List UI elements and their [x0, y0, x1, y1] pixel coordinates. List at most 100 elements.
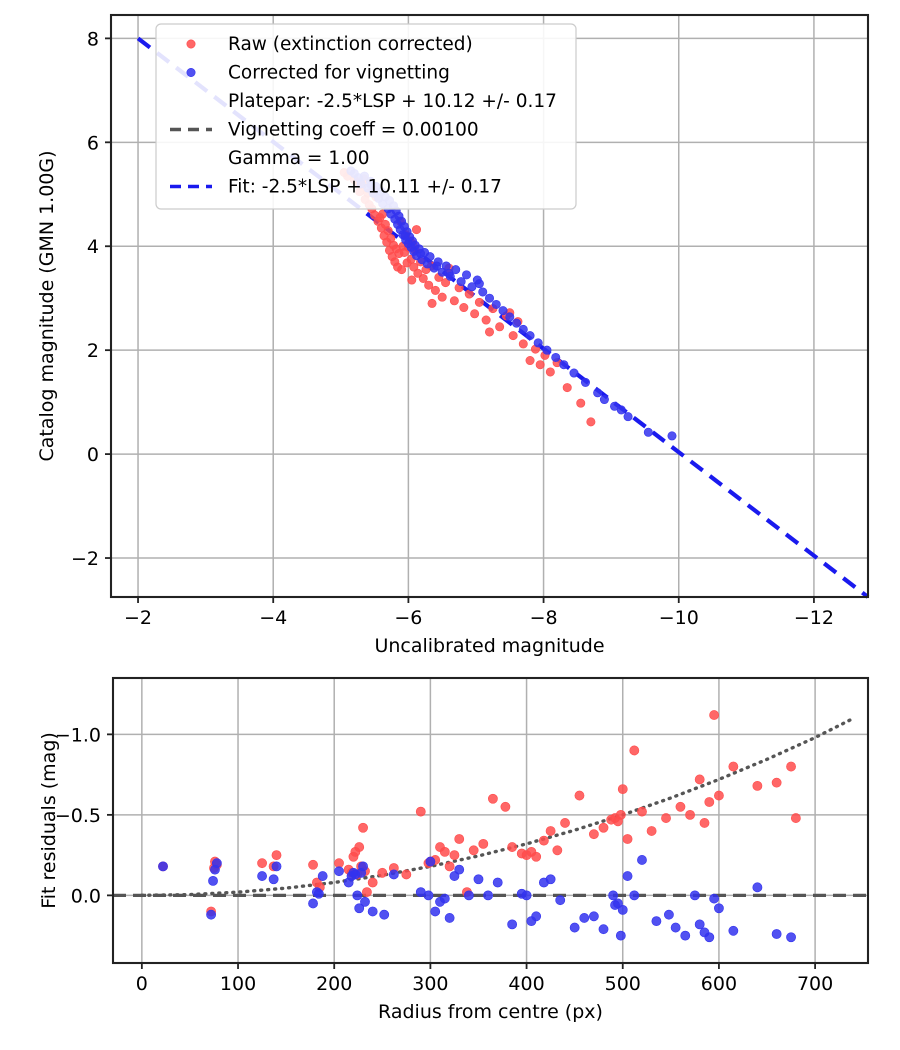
data-point	[439, 847, 450, 857]
legend: Raw (extinction corrected) Corrected for …	[155, 23, 577, 210]
x-tick-label: −6	[394, 607, 422, 629]
data-point	[507, 842, 518, 852]
data-point	[569, 368, 579, 378]
data-point	[675, 801, 686, 812]
data-point	[786, 932, 796, 943]
y-tick-label: 6	[87, 132, 99, 154]
legend-label: Gamma = 1.00	[228, 148, 370, 169]
data-point	[449, 850, 460, 861]
legend-item: Fit: -2.5*LSP + 10.11 +/- 0.17	[170, 177, 502, 198]
data-point	[616, 405, 626, 415]
data-point	[397, 265, 407, 275]
data-point	[456, 277, 466, 287]
data-point	[411, 225, 421, 235]
data-point	[542, 345, 552, 355]
x-tick-label: 100	[220, 973, 256, 995]
data-point	[257, 871, 267, 881]
data-point	[643, 427, 653, 437]
legend-label: Vignetting coeff = 0.00100	[228, 120, 479, 141]
data-point	[271, 861, 282, 872]
data-point	[771, 929, 782, 939]
data-point	[771, 777, 782, 788]
x-tick-label: −4	[259, 607, 287, 629]
data-point	[699, 818, 710, 828]
data-point	[593, 388, 603, 398]
data-point	[637, 855, 647, 865]
data-point	[211, 858, 222, 869]
data-point	[535, 360, 545, 370]
data-point	[427, 298, 437, 308]
data-point	[492, 877, 503, 888]
data-point	[474, 279, 484, 289]
data-point	[608, 890, 619, 901]
series-corrected	[158, 855, 796, 943]
data-point	[484, 327, 494, 337]
data-point	[206, 909, 216, 920]
data-point	[574, 790, 585, 801]
data-point	[545, 874, 556, 885]
x-axis-label: Radius from centre (px)	[378, 1001, 603, 1023]
data-point	[430, 906, 441, 917]
data-point	[588, 829, 599, 840]
legend-marker	[186, 68, 196, 78]
legend-label: Fit: -2.5*LSP + 10.11 +/- 0.17	[228, 177, 502, 198]
data-point	[599, 395, 609, 405]
data-point	[512, 318, 522, 328]
data-point	[622, 871, 633, 881]
data-point	[401, 869, 412, 880]
data-point	[617, 784, 628, 794]
data-point	[598, 822, 609, 833]
x-tick-label: 600	[701, 973, 737, 995]
x-tick-label: 300	[412, 973, 448, 995]
data-point	[462, 270, 472, 280]
data-point	[505, 312, 515, 322]
data-point	[728, 761, 739, 772]
data-point	[483, 890, 493, 901]
data-point	[714, 790, 724, 801]
data-point	[545, 826, 556, 836]
data-point	[790, 813, 801, 823]
axes-frame	[109, 13, 870, 599]
data-point	[714, 903, 724, 914]
data-point	[500, 801, 511, 812]
data-point	[531, 851, 542, 862]
x-tick-label: −8	[530, 607, 558, 629]
data-point	[588, 911, 599, 922]
data-point	[449, 296, 459, 306]
data-point	[521, 890, 532, 901]
data-point	[562, 383, 572, 393]
data-point	[383, 226, 393, 236]
y-axis-label: Fit residuals (mag)	[38, 732, 60, 909]
gridlines	[113, 678, 868, 963]
data-point	[441, 278, 451, 288]
data-point	[459, 303, 469, 313]
data-point	[317, 871, 328, 881]
data-point	[416, 249, 426, 259]
x-tick-label: −10	[659, 607, 699, 629]
data-point	[694, 919, 705, 930]
data-point	[388, 869, 399, 880]
data-point	[560, 818, 570, 828]
data-point	[418, 273, 428, 283]
x-tick-label: 500	[605, 973, 641, 995]
data-point	[491, 299, 501, 309]
data-point	[487, 793, 498, 804]
data-point	[552, 845, 563, 856]
data-point	[354, 903, 365, 914]
x-tick-label: 200	[316, 973, 352, 995]
data-point	[208, 875, 218, 886]
data-point	[507, 919, 518, 930]
data-point	[470, 309, 480, 319]
data-point	[545, 367, 555, 377]
data-point	[454, 834, 465, 844]
data-point	[495, 322, 505, 332]
data-point	[413, 268, 423, 278]
series-raw	[158, 710, 801, 917]
data-point	[268, 874, 279, 885]
data-point	[637, 806, 647, 817]
data-point	[454, 864, 465, 875]
data-point	[704, 797, 715, 807]
legend-label: Corrected for vignetting	[228, 63, 450, 84]
data-point	[752, 780, 763, 791]
